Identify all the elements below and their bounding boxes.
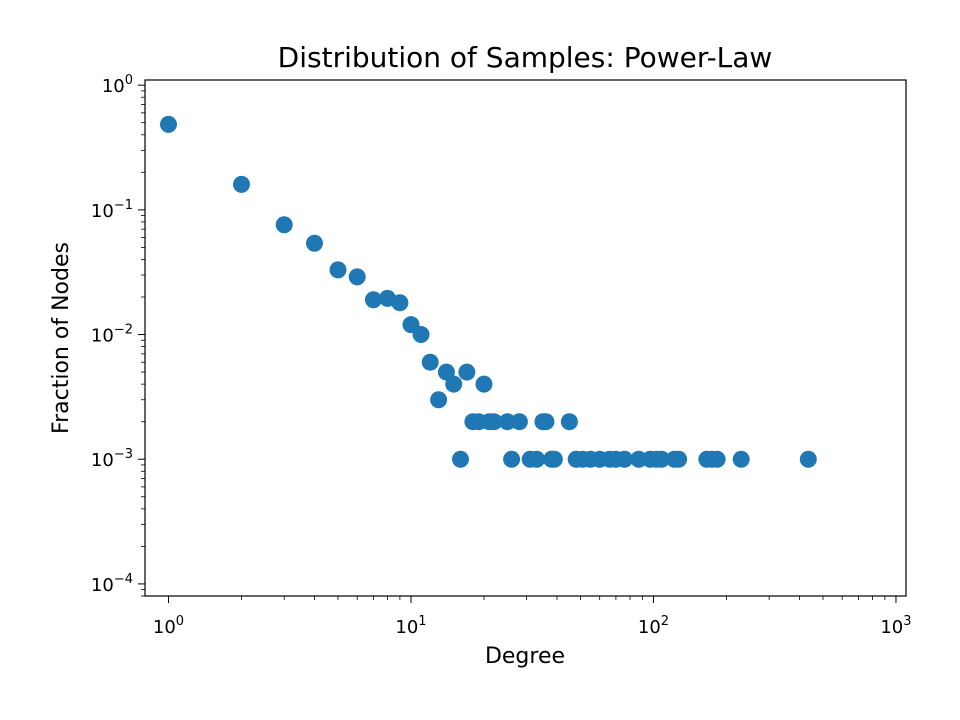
data-point (670, 450, 688, 468)
y-tick-label: 10−1 (91, 198, 133, 222)
data-point (445, 375, 463, 393)
x-tick-label: 103 (880, 614, 911, 638)
data-point (732, 450, 750, 468)
data-point (451, 450, 469, 468)
data-point (421, 353, 439, 371)
data-point (412, 326, 430, 344)
x-tick-label: 101 (395, 614, 426, 638)
data-point (232, 175, 250, 193)
data-point (159, 115, 177, 133)
data-point (503, 450, 521, 468)
x-tick-label: 100 (153, 614, 184, 638)
data-point (799, 450, 817, 468)
data-point (528, 450, 546, 468)
plot-area: 100 101 102 103 100 10−1 10−2 10−3 10−4 (91, 73, 912, 638)
data-point (616, 450, 634, 468)
x-axis-ticks: 100 101 102 103 (153, 596, 912, 638)
data-point (430, 391, 448, 409)
y-axis-ticks: 100 10−1 10−2 10−3 10−4 (91, 73, 145, 596)
data-point (653, 450, 671, 468)
data-point (364, 291, 382, 309)
data-point (348, 268, 366, 286)
x-tick-label: 102 (638, 614, 669, 638)
data-point (510, 413, 528, 431)
x-axis-label: Degree (485, 644, 565, 669)
data-point (545, 450, 563, 468)
chart-title: Distribution of Samples: Power-Law (278, 41, 773, 74)
y-tick-label: 10−4 (91, 572, 133, 596)
data-point (537, 413, 555, 431)
y-tick-label: 10−2 (91, 323, 133, 347)
data-point (475, 375, 493, 393)
data-point (458, 363, 476, 381)
data-points (159, 115, 817, 468)
data-point (391, 294, 409, 312)
data-point (329, 261, 347, 279)
data-point (275, 216, 293, 234)
data-point (498, 413, 516, 431)
y-tick-label: 10−3 (91, 447, 133, 471)
plot-frame (144, 79, 907, 597)
minor-ticks (141, 90, 886, 600)
data-point (560, 413, 578, 431)
data-point (708, 450, 726, 468)
data-point (305, 234, 323, 252)
data-point (485, 413, 503, 431)
y-tick-label: 100 (102, 73, 133, 97)
y-axis-label: Fraction of Nodes (49, 242, 74, 434)
